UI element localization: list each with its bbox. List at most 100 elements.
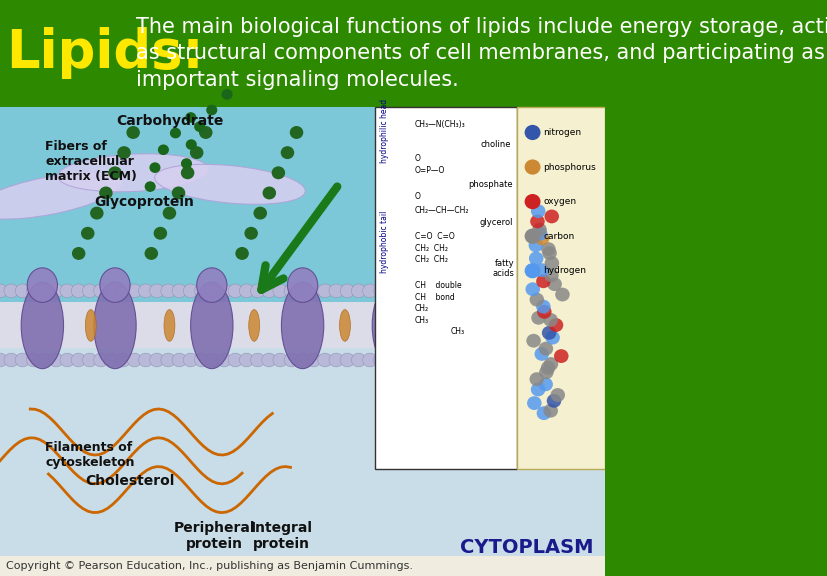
Circle shape xyxy=(71,284,86,298)
Ellipse shape xyxy=(339,310,350,341)
Circle shape xyxy=(272,167,284,179)
Circle shape xyxy=(547,277,562,291)
Circle shape xyxy=(524,229,539,243)
Circle shape xyxy=(526,334,540,348)
FancyBboxPatch shape xyxy=(0,0,605,107)
Circle shape xyxy=(519,353,533,367)
Circle shape xyxy=(186,140,196,149)
Circle shape xyxy=(519,284,533,298)
Circle shape xyxy=(181,159,191,168)
Circle shape xyxy=(26,284,41,298)
FancyBboxPatch shape xyxy=(0,107,375,323)
Circle shape xyxy=(543,313,557,327)
Circle shape xyxy=(26,353,41,367)
Circle shape xyxy=(194,284,208,298)
Circle shape xyxy=(564,353,578,367)
Text: Cholesterol: Cholesterol xyxy=(85,474,174,488)
Ellipse shape xyxy=(197,268,227,302)
Text: CYTOPLASM: CYTOPLASM xyxy=(459,538,593,556)
Circle shape xyxy=(545,331,559,344)
Circle shape xyxy=(541,326,556,340)
Circle shape xyxy=(463,353,477,367)
Circle shape xyxy=(554,287,569,301)
Circle shape xyxy=(83,284,97,298)
Ellipse shape xyxy=(155,164,305,204)
Circle shape xyxy=(452,353,466,367)
Circle shape xyxy=(205,353,220,367)
Ellipse shape xyxy=(164,310,174,341)
Circle shape xyxy=(537,305,551,319)
Circle shape xyxy=(527,396,541,410)
Circle shape xyxy=(528,238,543,252)
Text: hydrophilic head: hydrophilic head xyxy=(380,99,389,163)
Circle shape xyxy=(530,353,544,367)
Circle shape xyxy=(138,284,153,298)
Circle shape xyxy=(530,382,545,396)
Circle shape xyxy=(550,388,564,402)
Ellipse shape xyxy=(378,268,408,302)
Text: phosphorus: phosphorus xyxy=(543,162,595,172)
Circle shape xyxy=(205,284,220,298)
Circle shape xyxy=(535,300,550,313)
Circle shape xyxy=(441,284,455,298)
Circle shape xyxy=(150,163,160,172)
Circle shape xyxy=(534,232,548,245)
Text: choline: choline xyxy=(480,140,511,149)
Circle shape xyxy=(532,223,546,237)
Circle shape xyxy=(597,353,612,367)
Text: Glycoprotein: Glycoprotein xyxy=(93,195,194,209)
Circle shape xyxy=(540,361,555,374)
Circle shape xyxy=(463,284,477,298)
Ellipse shape xyxy=(423,310,435,341)
Circle shape xyxy=(528,252,543,266)
Circle shape xyxy=(538,365,553,379)
Circle shape xyxy=(429,284,444,298)
Circle shape xyxy=(172,187,184,199)
Circle shape xyxy=(396,284,410,298)
Circle shape xyxy=(441,353,455,367)
Circle shape xyxy=(533,227,547,241)
Circle shape xyxy=(239,284,254,298)
Circle shape xyxy=(158,145,168,154)
Circle shape xyxy=(186,113,195,122)
Ellipse shape xyxy=(248,310,260,341)
Circle shape xyxy=(245,228,257,239)
Circle shape xyxy=(544,210,558,223)
Circle shape xyxy=(146,182,155,191)
Text: oxygen: oxygen xyxy=(543,197,576,206)
Circle shape xyxy=(531,311,545,325)
Circle shape xyxy=(284,284,299,298)
Circle shape xyxy=(4,353,18,367)
Circle shape xyxy=(239,353,254,367)
FancyBboxPatch shape xyxy=(0,107,605,556)
Text: CH₂  CH₂: CH₂ CH₂ xyxy=(414,244,447,252)
Circle shape xyxy=(227,353,242,367)
Text: glycerol: glycerol xyxy=(479,218,513,226)
Text: Carbohydrate: Carbohydrate xyxy=(116,114,222,128)
Ellipse shape xyxy=(281,282,323,369)
Circle shape xyxy=(418,353,433,367)
Ellipse shape xyxy=(100,268,130,302)
Circle shape xyxy=(261,353,276,367)
Circle shape xyxy=(172,284,186,298)
Circle shape xyxy=(564,284,578,298)
Circle shape xyxy=(93,353,108,367)
Text: Integral
protein: Integral protein xyxy=(250,521,312,551)
Ellipse shape xyxy=(190,282,232,369)
FancyBboxPatch shape xyxy=(0,556,605,576)
Circle shape xyxy=(116,353,131,367)
FancyBboxPatch shape xyxy=(0,325,605,556)
Circle shape xyxy=(251,284,265,298)
Circle shape xyxy=(548,318,562,332)
Circle shape xyxy=(82,228,93,239)
Ellipse shape xyxy=(0,173,122,219)
Circle shape xyxy=(586,284,600,298)
Text: Fibers of
extracellular
matrix (ECM): Fibers of extracellular matrix (ECM) xyxy=(45,140,137,183)
Circle shape xyxy=(290,127,302,138)
Circle shape xyxy=(105,284,119,298)
Text: Peripheral
protein: Peripheral protein xyxy=(174,521,256,551)
Text: O: O xyxy=(414,192,420,200)
Ellipse shape xyxy=(547,268,577,302)
Circle shape xyxy=(543,268,558,282)
Circle shape xyxy=(407,353,422,367)
